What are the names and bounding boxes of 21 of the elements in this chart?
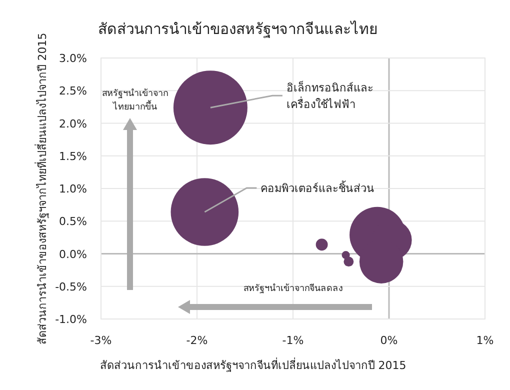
y-tick-label: 1.5% [59, 150, 87, 163]
annotation: สหรัฐฯนำเข้าจาก ไทยมากขึ้น [102, 88, 168, 112]
annotation: คอมพิวเตอร์และชิ้นส่วน [260, 180, 375, 195]
y-axis-title: สัดส่วนการนำเข้าของสหรัฐฯจากไทยที่เปลี่ยนแปลงไปจากปี 2015 [34, 32, 49, 344]
x-tick-label: 1% [476, 334, 494, 347]
y-tick-label: 3.0% [59, 52, 87, 65]
y-tick-label: 2.0% [59, 117, 87, 130]
x-tick-label: -2% [186, 334, 208, 347]
x-tick-label: -3% [90, 334, 112, 347]
y-tick-label: -1.0% [55, 313, 87, 326]
annotation: อิเล็กทรอนิกส์และ เครื่องใช้ไฟฟ้า [286, 80, 374, 112]
annotation: สหรัฐฯนำเข้าจากจีนลดลง [244, 283, 342, 294]
x-axis-title: สัดส่วนการนำเข้าของสหรัฐฯจากจีนที่เปลี่ยนแปลงไปจากปี 2015 [100, 357, 406, 372]
y-tick-label: 1.0% [59, 182, 87, 196]
y-tick-label: 2.5% [59, 84, 87, 98]
x-tick-label: -1% [282, 334, 304, 347]
y-tick-label: -0.5% [55, 280, 87, 294]
y-tick-label: 0.0% [59, 248, 87, 261]
x-tick-label: 0% [380, 334, 398, 347]
y-tick-label: 0.5% [59, 215, 87, 228]
chart-title: สัดส่วนการนำเข้าของสหรัฐฯจากจีนและไทย [98, 20, 378, 38]
